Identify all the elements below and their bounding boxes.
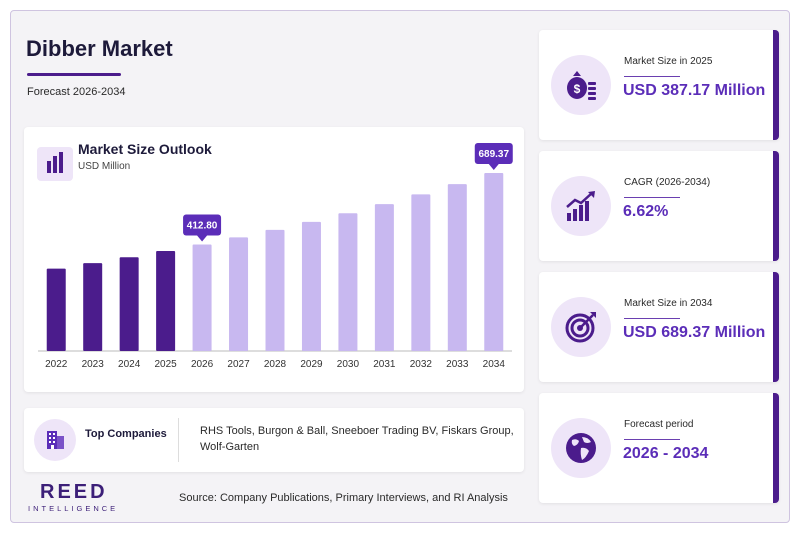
- bar-chart-icon: [37, 147, 73, 181]
- page-title: Dibber Market: [26, 36, 173, 61]
- x-tick-label: 2025: [154, 359, 177, 370]
- stat-value: 6.62%: [623, 203, 669, 220]
- bar-2027: [229, 237, 249, 351]
- stat-divider: [624, 197, 680, 198]
- x-tick-label: 2026: [191, 359, 214, 370]
- x-tick-label: 2030: [337, 359, 360, 370]
- building-icon: [34, 419, 76, 461]
- target-icon: [551, 297, 611, 357]
- stat-label: CAGR (2026-2034): [624, 177, 711, 188]
- bar-2031: [374, 204, 394, 351]
- stat-card-market-size-2025: $ Market Size in 2025 USD 387.17 Million: [539, 30, 779, 140]
- globe-icon: [551, 418, 611, 478]
- stat-card-forecast-period: Forecast period 2026 - 2034: [539, 393, 779, 503]
- stat-value: 2026 - 2034: [623, 445, 709, 462]
- chart-title: Market Size Outlook: [78, 141, 212, 157]
- top-companies-card: Top Companies RHS Tools, Burgon & Ball, …: [24, 408, 524, 472]
- chart-card: Market Size Outlook USD Million 2022 2023…: [24, 127, 524, 392]
- bar-2026: [192, 244, 212, 351]
- growth-chart-icon: [551, 176, 611, 236]
- stat-value: USD 387.17 Million: [623, 82, 766, 99]
- data-label-2026: 412.80: [183, 214, 222, 242]
- divider: [178, 418, 179, 462]
- stat-label: Market Size in 2025: [624, 56, 713, 67]
- data-label-2034: 689.37: [474, 143, 513, 171]
- svg-text:412.80: 412.80: [187, 220, 218, 231]
- x-tick-label: 2029: [300, 359, 323, 370]
- page-subtitle: Forecast 2026-2034: [27, 86, 126, 98]
- bar-2024: [119, 257, 139, 351]
- bar-2032: [411, 194, 431, 351]
- title-underline: [27, 73, 121, 76]
- x-tick-label: 2024: [118, 359, 141, 370]
- x-tick-label: 2032: [410, 359, 433, 370]
- x-tick-label: 2031: [373, 359, 396, 370]
- x-tick-label: 2033: [446, 359, 469, 370]
- x-tick-label: 2027: [227, 359, 250, 370]
- top-companies-list: RHS Tools, Burgon & Ball, Sneeboer Tradi…: [200, 425, 514, 453]
- x-tick-label: 2034: [483, 359, 506, 370]
- bar-2025: [156, 251, 176, 351]
- stat-card-market-size-2034: Market Size in 2034 USD 689.37 Million: [539, 272, 779, 382]
- stat-value: USD 689.37 Million: [623, 324, 766, 341]
- bar-2029: [301, 221, 321, 351]
- svg-text:689.37: 689.37: [478, 149, 509, 160]
- bar-2022: [46, 268, 66, 351]
- stat-card-cagr: CAGR (2026-2034) 6.62%: [539, 151, 779, 261]
- stat-divider: [624, 439, 680, 440]
- stat-divider: [624, 318, 680, 319]
- top-companies-label: Top Companies: [85, 428, 167, 440]
- x-tick-label: 2023: [82, 359, 105, 370]
- svg-text:$: $: [574, 82, 581, 96]
- bar-2023: [83, 263, 103, 351]
- bar-2028: [265, 229, 285, 351]
- x-tick-label: 2022: [45, 359, 68, 370]
- chart-unit-label: USD Million: [78, 161, 131, 172]
- x-tick-label: 2028: [264, 359, 287, 370]
- bar-2034: [484, 173, 504, 351]
- bar-2030: [338, 213, 358, 351]
- stat-label: Market Size in 2034: [624, 298, 713, 309]
- brand-logo-subtitle: INTELLIGENCE: [28, 504, 119, 513]
- money-bag-icon: $: [551, 55, 611, 115]
- source-note: Source: Company Publications, Primary In…: [179, 492, 508, 504]
- stat-divider: [624, 76, 680, 77]
- bar-chart: 2022 2023 2024 2025 2026 2027 2028 2029 2030 2031…: [38, 143, 513, 370]
- stat-label: Forecast period: [624, 419, 694, 430]
- bar-2033: [447, 184, 467, 351]
- brand-logo: REED: [40, 481, 108, 503]
